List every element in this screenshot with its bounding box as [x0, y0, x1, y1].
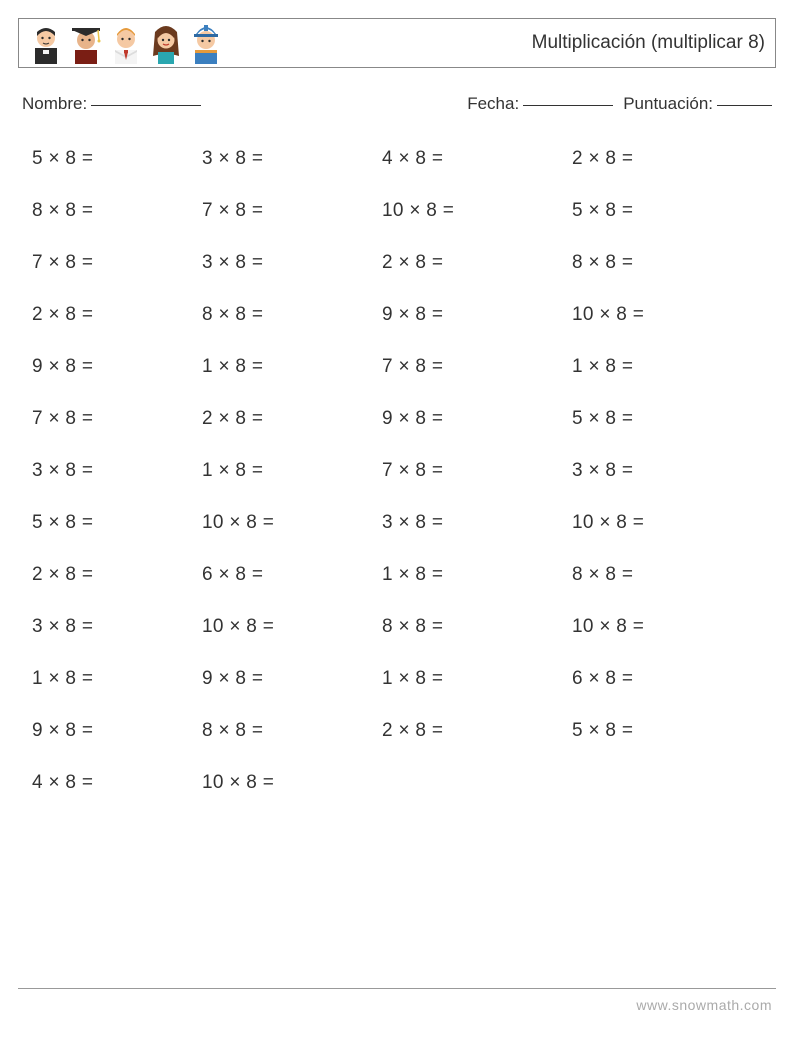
problem-cell: 1 × 8 = — [32, 668, 202, 690]
problem-cell: 10 × 8 = — [572, 512, 644, 534]
problem-row: 7 × 8 =2 × 8 =9 × 8 =5 × 8 = — [32, 408, 776, 430]
problem-cell: 10 × 8 = — [572, 616, 644, 638]
avatar-waiter-icon — [109, 22, 143, 64]
problem-cell: 6 × 8 = — [572, 668, 633, 690]
problem-cell: 1 × 8 = — [382, 564, 572, 586]
worksheet-title: Multiplicación (multiplicar 8) — [532, 32, 769, 54]
problem-cell: 9 × 8 = — [382, 304, 572, 326]
problem-cell: 10 × 8 = — [382, 200, 572, 222]
header-box: Multiplicación (multiplicar 8) — [18, 18, 776, 68]
problem-cell: 5 × 8 = — [572, 200, 633, 222]
problem-cell: 9 × 8 = — [32, 356, 202, 378]
problem-cell: 4 × 8 = — [382, 148, 572, 170]
problem-cell: 3 × 8 = — [572, 460, 633, 482]
problem-cell: 2 × 8 = — [202, 408, 382, 430]
problem-cell: 7 × 8 = — [382, 460, 572, 482]
problem-row: 3 × 8 =1 × 8 =7 × 8 =3 × 8 = — [32, 460, 776, 482]
problem-row: 2 × 8 =6 × 8 =1 × 8 =8 × 8 = — [32, 564, 776, 586]
problem-cell: 8 × 8 = — [572, 564, 633, 586]
problem-cell: 3 × 8 = — [382, 512, 572, 534]
name-field: Nombre: — [22, 94, 201, 114]
problem-cell: 3 × 8 = — [32, 616, 202, 638]
avatar-woman-icon — [149, 22, 183, 64]
problem-cell: 7 × 8 = — [32, 252, 202, 274]
avatar-graduate-icon — [69, 22, 103, 64]
problem-cell: 9 × 8 = — [32, 720, 202, 742]
problem-row: 4 × 8 =10 × 8 = — [32, 772, 776, 794]
footer-divider — [18, 988, 776, 989]
problem-cell: 2 × 8 = — [382, 720, 572, 742]
problem-cell: 7 × 8 = — [32, 408, 202, 430]
problem-cell: 9 × 8 = — [382, 408, 572, 430]
avatar-priest-icon — [29, 22, 63, 64]
problem-cell: 8 × 8 = — [202, 720, 382, 742]
score-blank — [717, 105, 772, 106]
problem-row: 5 × 8 =3 × 8 =4 × 8 =2 × 8 = — [32, 148, 776, 170]
name-blank — [91, 105, 201, 106]
problem-cell: 8 × 8 = — [32, 200, 202, 222]
problem-row: 8 × 8 =7 × 8 =10 × 8 =5 × 8 = — [32, 200, 776, 222]
problem-cell: 4 × 8 = — [32, 772, 202, 794]
problem-cell: 8 × 8 = — [572, 252, 633, 274]
problem-row: 7 × 8 =3 × 8 =2 × 8 =8 × 8 = — [32, 252, 776, 274]
avatar-row — [25, 22, 223, 64]
problem-cell: 7 × 8 = — [382, 356, 572, 378]
problems-grid: 5 × 8 =3 × 8 =4 × 8 =2 × 8 =8 × 8 =7 × 8… — [18, 148, 776, 794]
problem-cell: 8 × 8 = — [202, 304, 382, 326]
problem-cell: 1 × 8 = — [202, 356, 382, 378]
problem-cell: 5 × 8 = — [572, 408, 633, 430]
problem-cell: 10 × 8 = — [202, 616, 382, 638]
avatar-worker-icon — [189, 22, 223, 64]
problem-row: 9 × 8 =1 × 8 =7 × 8 =1 × 8 = — [32, 356, 776, 378]
problem-cell: 1 × 8 = — [572, 356, 633, 378]
name-label: Nombre: — [22, 94, 87, 113]
score-label: Puntuación: — [623, 94, 713, 113]
problem-row: 9 × 8 =8 × 8 =2 × 8 =5 × 8 = — [32, 720, 776, 742]
problem-cell: 9 × 8 = — [202, 668, 382, 690]
problem-cell: 5 × 8 = — [32, 148, 202, 170]
problem-row: 5 × 8 =10 × 8 =3 × 8 =10 × 8 = — [32, 512, 776, 534]
problem-cell: 3 × 8 = — [32, 460, 202, 482]
problem-cell: 2 × 8 = — [32, 564, 202, 586]
meta-row: Nombre: Fecha: Puntuación: — [18, 94, 776, 114]
problem-cell — [382, 772, 572, 794]
date-label: Fecha: — [467, 94, 519, 113]
problem-cell: 3 × 8 = — [202, 252, 382, 274]
problem-cell: 5 × 8 = — [32, 512, 202, 534]
problem-cell: 10 × 8 = — [572, 304, 644, 326]
date-field: Fecha: — [467, 94, 613, 114]
footer-url: www.snowmath.com — [636, 997, 772, 1013]
problem-row: 2 × 8 =8 × 8 =9 × 8 =10 × 8 = — [32, 304, 776, 326]
problem-cell: 2 × 8 = — [572, 148, 633, 170]
problem-row: 3 × 8 =10 × 8 =8 × 8 =10 × 8 = — [32, 616, 776, 638]
problem-cell: 2 × 8 = — [32, 304, 202, 326]
score-field: Puntuación: — [623, 94, 772, 114]
problem-cell: 10 × 8 = — [202, 512, 382, 534]
problem-cell: 1 × 8 = — [382, 668, 572, 690]
problem-row: 1 × 8 =9 × 8 =1 × 8 =6 × 8 = — [32, 668, 776, 690]
problem-cell: 3 × 8 = — [202, 148, 382, 170]
problem-cell: 8 × 8 = — [382, 616, 572, 638]
problem-cell: 5 × 8 = — [572, 720, 633, 742]
problem-cell: 6 × 8 = — [202, 564, 382, 586]
problem-cell: 7 × 8 = — [202, 200, 382, 222]
problem-cell: 2 × 8 = — [382, 252, 572, 274]
problem-cell: 1 × 8 = — [202, 460, 382, 482]
problem-cell: 10 × 8 = — [202, 772, 382, 794]
date-blank — [523, 105, 613, 106]
